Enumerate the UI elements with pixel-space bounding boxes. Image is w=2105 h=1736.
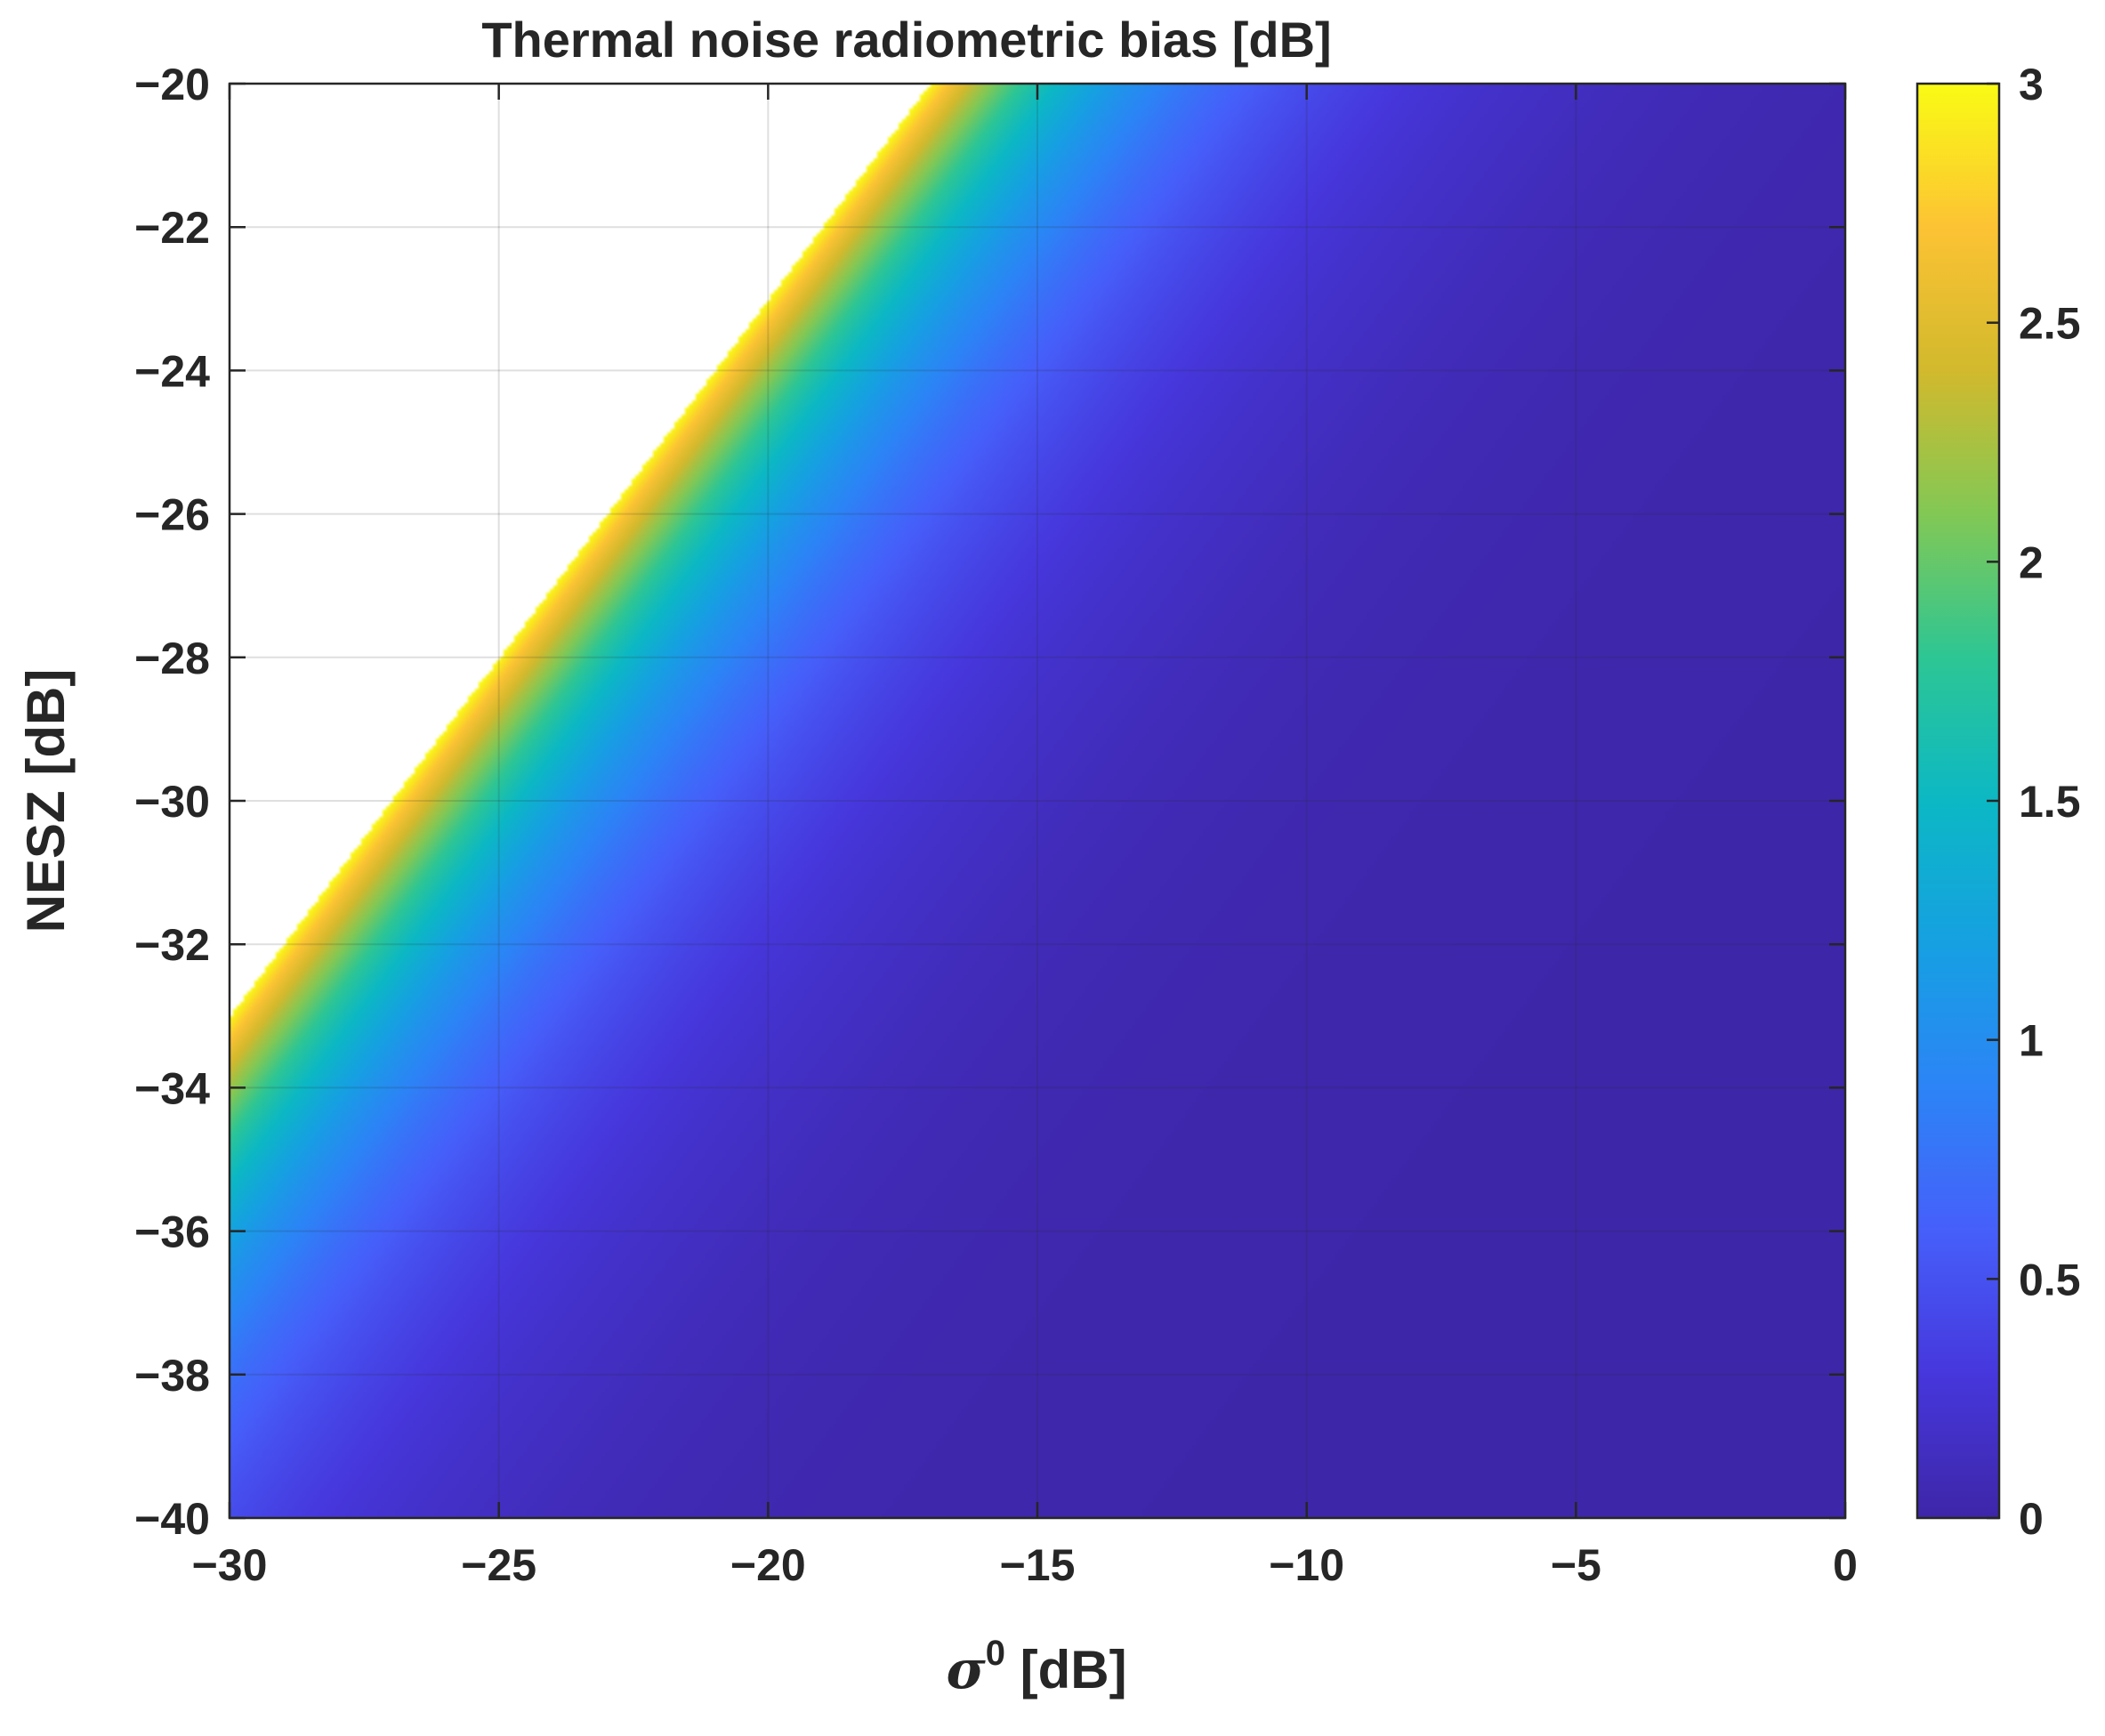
colorbar-ticks: 0 0.5 1 1.5 2 2.5 3 bbox=[1987, 60, 2081, 1544]
colorbar-tick-label: 0 bbox=[2019, 1494, 2044, 1544]
x-axis-label-unit: [dB] bbox=[1005, 1640, 1127, 1700]
colorbar: 0 0.5 1 1.5 2 2.5 3 bbox=[1915, 60, 2081, 1544]
y-axis-label: NESZ [dB] bbox=[16, 669, 76, 933]
x-tick-label: 0 bbox=[1833, 1540, 1858, 1590]
x-tick-label: −5 bbox=[1551, 1540, 1601, 1590]
x-axis-label-symbol: σ bbox=[946, 1639, 986, 1701]
y-tick-label: −30 bbox=[134, 777, 210, 827]
colorbar-tick-label: 3 bbox=[2019, 60, 2044, 109]
x-axis-label: σ0 [dB] bbox=[946, 1634, 1126, 1701]
grid-lines bbox=[230, 84, 1845, 1518]
y-tick-label: −22 bbox=[134, 203, 210, 253]
y-tick-label: −20 bbox=[134, 60, 210, 109]
y-tick-label: −40 bbox=[134, 1494, 210, 1544]
x-tick-label: −15 bbox=[1000, 1540, 1076, 1590]
colorbar-tick-label: 0.5 bbox=[2019, 1255, 2081, 1304]
x-tick-label: −30 bbox=[192, 1540, 268, 1590]
colorbar-tick-label: 2 bbox=[2019, 537, 2044, 587]
y-tick-label: −28 bbox=[134, 634, 210, 683]
x-axis-label-superscript: 0 bbox=[986, 1634, 1005, 1673]
y-tick-label: −36 bbox=[134, 1207, 210, 1257]
x-tick-label: −10 bbox=[1269, 1540, 1344, 1590]
x-tick-label: −20 bbox=[730, 1540, 806, 1590]
colorbar-tick-label: 1.5 bbox=[2019, 777, 2081, 827]
heatmap-surface bbox=[230, 84, 1845, 1518]
y-tick-label: −32 bbox=[134, 920, 210, 970]
y-tick-label: −24 bbox=[134, 346, 210, 396]
y-axis-ticks: −20 −22 −24 −26 −28 −30 −32 −34 −36 −38 −40 bbox=[134, 60, 1845, 1544]
x-axis-ticks: −30 −25 −20 −15 −10 −5 0 bbox=[192, 84, 1858, 1590]
chart-title: Thermal noise radiometric bias [dB] bbox=[481, 12, 1331, 68]
colorbar-tick-label: 1 bbox=[2019, 1016, 2044, 1066]
y-tick-label: −26 bbox=[134, 490, 210, 540]
colorbar-tick-label: 2.5 bbox=[2019, 299, 2081, 349]
y-tick-label: −38 bbox=[134, 1351, 210, 1401]
plot-area: −30 −25 −20 −15 −10 −5 0 −20 −22 −24 −26 −28 −30 −32… bbox=[134, 60, 1858, 1590]
y-tick-label: −34 bbox=[134, 1063, 210, 1113]
colorbar-gradient bbox=[1917, 84, 1999, 1518]
x-tick-label: −25 bbox=[461, 1540, 536, 1590]
